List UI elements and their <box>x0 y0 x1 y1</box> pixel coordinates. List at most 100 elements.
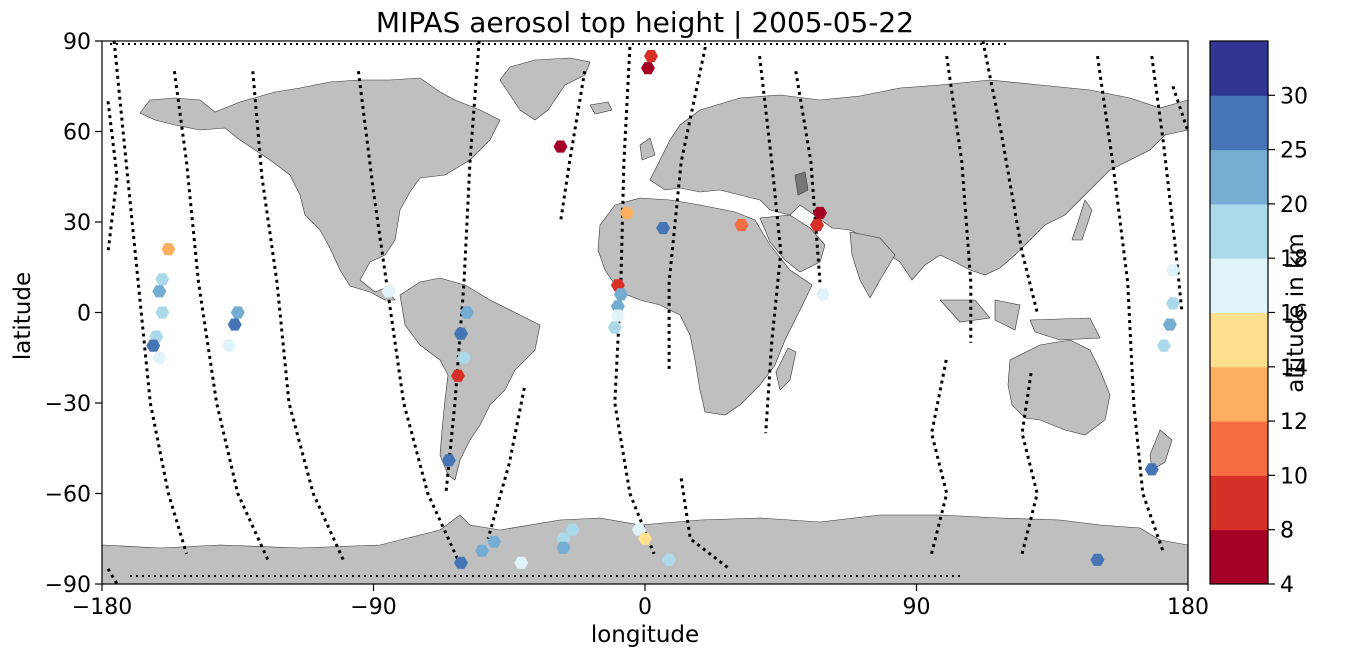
orbit-track <box>758 55 783 434</box>
colorbar-tick-label: 8 <box>1280 519 1294 544</box>
detection-marker <box>1144 463 1159 476</box>
colorbar-tick-label: 12 <box>1280 410 1308 435</box>
y-tick-label: 60 <box>63 121 91 146</box>
orbit-track <box>106 568 119 584</box>
land-madagascar <box>775 347 797 391</box>
detection-marker <box>230 306 245 319</box>
detection-marker <box>1165 297 1180 310</box>
detection-marker <box>644 50 658 63</box>
y-tick-label: 90 <box>63 30 91 55</box>
land-south-america <box>399 277 541 481</box>
x-axis-label: longitude <box>591 622 699 648</box>
detection-marker <box>441 454 456 467</box>
detection-marker <box>152 351 167 364</box>
detection-marker <box>613 288 628 301</box>
orbit-track <box>251 71 345 561</box>
colorbar-label: altitude in km <box>1283 233 1309 393</box>
detection-marker <box>638 532 652 545</box>
colorbar-segment <box>1210 203 1268 259</box>
land-australia <box>1007 339 1111 436</box>
colorbar-segment <box>1210 312 1268 368</box>
detection-marker <box>514 556 529 569</box>
y-tick-label: −30 <box>45 392 91 417</box>
detection-marker <box>619 206 634 219</box>
detection-marker <box>454 327 468 340</box>
orbit-track <box>794 70 822 283</box>
colorbar: 4 8 10 12 14 16 18 20 25 30 <box>1209 40 1308 598</box>
colorbar-segment <box>1210 421 1268 476</box>
y-tick-label: −90 <box>45 573 91 598</box>
y-tick-label: −60 <box>45 483 91 508</box>
x-tick-label: −180 <box>72 595 132 620</box>
x-tick-label: 0 <box>638 595 652 620</box>
aerosol-detections <box>146 50 1180 569</box>
satellite-track-overlay <box>106 41 1188 584</box>
orbit-track <box>356 71 460 561</box>
land-eurasia <box>649 79 1188 281</box>
detection-marker <box>460 306 474 319</box>
land-british-isles <box>639 137 656 161</box>
orbit-track <box>981 41 1039 313</box>
orbit-track <box>559 70 587 223</box>
detection-marker <box>155 273 170 286</box>
y-tick-label: 0 <box>77 302 91 327</box>
detection-marker <box>155 306 170 319</box>
colorbar-segment <box>1210 149 1268 205</box>
detection-marker <box>454 556 468 569</box>
detection-marker <box>553 140 568 153</box>
detection-marker <box>457 351 471 364</box>
x-tick-label: 180 <box>1167 595 1209 620</box>
x-tick-label: 90 <box>903 595 931 620</box>
colorbar-segment <box>1210 475 1268 531</box>
orbit-track <box>1020 372 1039 555</box>
detection-marker <box>161 243 176 256</box>
detection-marker <box>813 206 827 219</box>
detection-marker <box>610 300 625 313</box>
y-axis-label: latitude <box>10 272 36 360</box>
detection-marker <box>152 285 167 298</box>
x-axis-ticks: −180 −90 0 90 180 <box>72 584 1209 620</box>
colorbar-segment <box>1210 258 1268 313</box>
detection-marker <box>221 339 236 352</box>
detection-marker <box>556 541 571 554</box>
colorbar-segment <box>1210 529 1268 585</box>
detection-marker <box>381 285 396 298</box>
chart-title: MIPAS aerosol top height | 2005-05-22 <box>376 6 914 39</box>
colorbar-tick-label: 20 <box>1280 193 1308 218</box>
land-antarctica <box>102 514 1188 584</box>
detection-marker <box>227 318 242 331</box>
land-iceland <box>589 101 613 115</box>
colorbar-segment <box>1210 366 1268 422</box>
colorbar-tick-label: 14 <box>1280 356 1308 381</box>
y-tick-label: 30 <box>63 211 91 236</box>
detection-marker <box>1162 318 1177 331</box>
detection-marker <box>816 288 830 301</box>
orbit-track <box>172 71 270 561</box>
detection-marker <box>734 219 749 232</box>
colorbar-tick-label: 18 <box>1280 247 1308 272</box>
detection-marker <box>810 219 824 232</box>
land-africa <box>597 197 813 416</box>
detection-marker <box>610 309 625 322</box>
orbit-track <box>667 46 707 373</box>
land-north-america <box>139 77 501 301</box>
orbit-track <box>444 41 481 494</box>
land-new-zealand <box>1149 429 1173 471</box>
colorbar-tick-label: 30 <box>1280 84 1308 109</box>
orbit-track <box>613 46 656 555</box>
colorbar-tick-label: 16 <box>1280 302 1308 327</box>
detection-marker <box>487 535 502 548</box>
detection-marker <box>662 553 677 566</box>
detection-marker <box>146 339 161 352</box>
land-arabia <box>759 214 826 273</box>
orbit-track <box>1171 85 1188 132</box>
map-area <box>102 41 1188 584</box>
detection-marker <box>656 222 671 235</box>
colorbar-tick-label: 25 <box>1280 139 1308 164</box>
x-tick-label: −90 <box>350 595 396 620</box>
detection-marker <box>641 62 655 75</box>
orbit-track <box>930 357 949 555</box>
land-basemap <box>102 57 1188 584</box>
detection-marker <box>1090 553 1105 566</box>
